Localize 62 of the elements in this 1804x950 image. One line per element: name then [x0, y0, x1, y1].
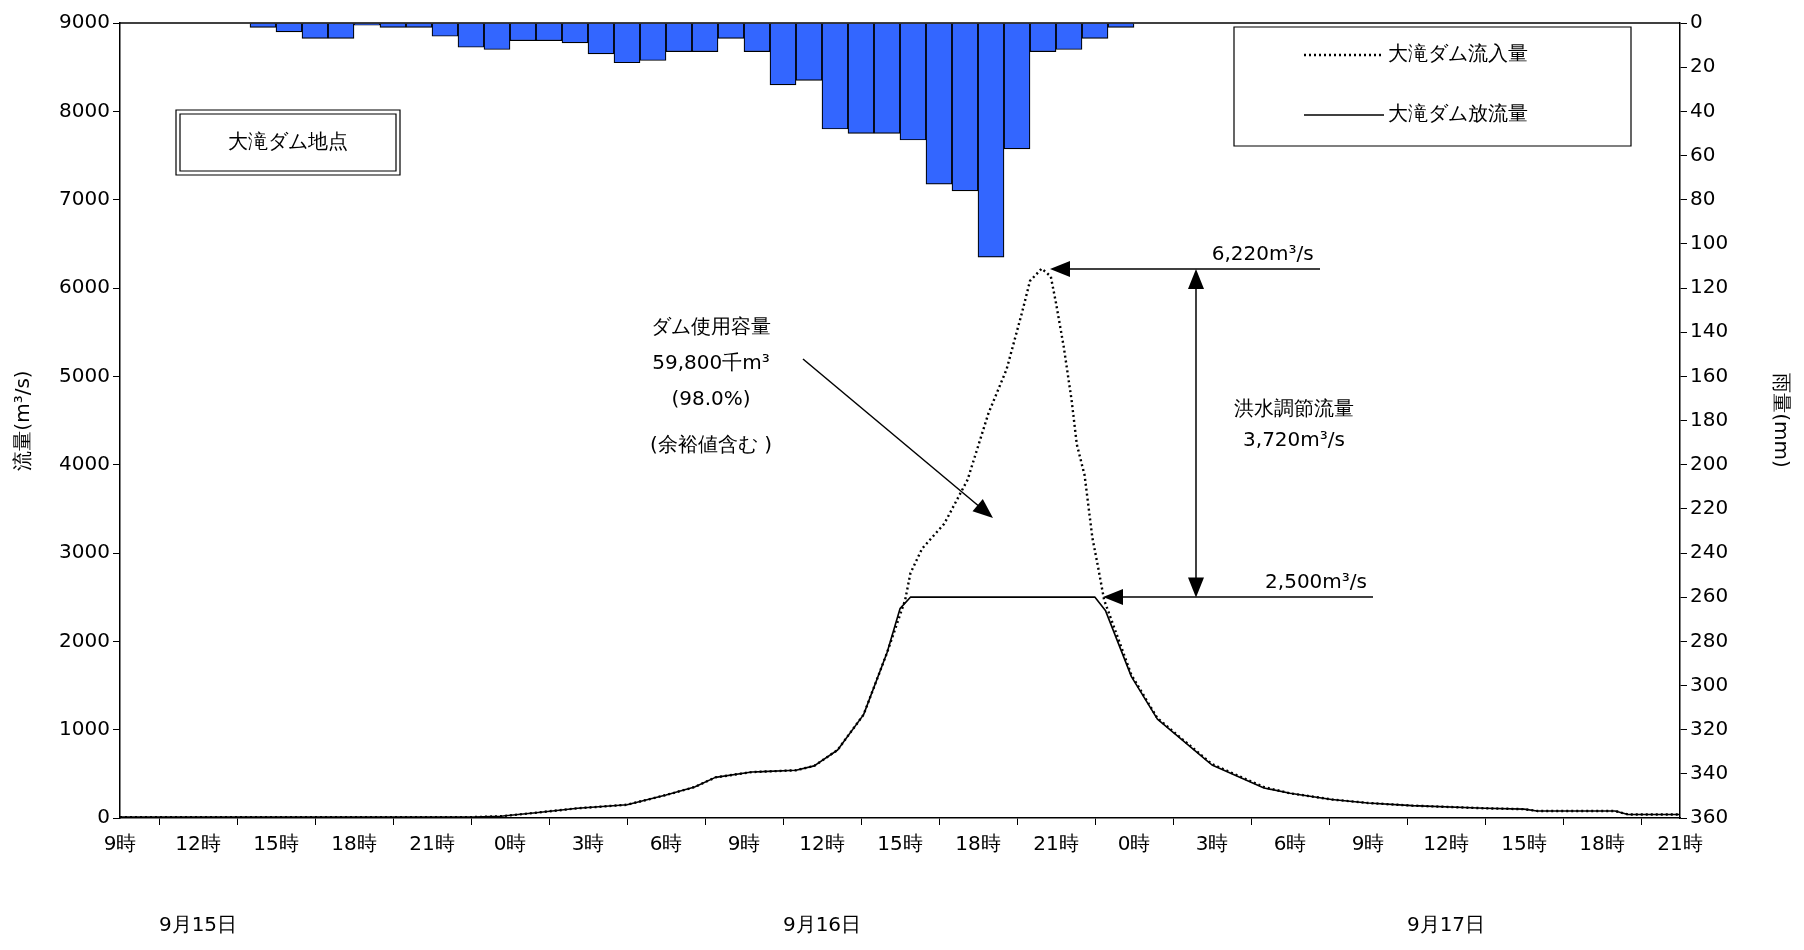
text: 9月16日 [782, 912, 862, 937]
x-tick-label: 15時 [877, 831, 923, 856]
x-tick-label: 21時 [1657, 831, 1703, 856]
x-tick-label: 15時 [1501, 831, 1547, 856]
x-tick-label: 12時 [799, 831, 845, 856]
y2-tick-label: 320 [1690, 715, 1729, 740]
y2-tick-label: 160 [1690, 362, 1729, 387]
y2-tick-label: 140 [1690, 318, 1729, 343]
annotation: 6,220m³/s [1211, 240, 1314, 265]
x-tick-label: 9時 [727, 831, 761, 856]
y-tick-label: 3000 [59, 539, 110, 564]
y2-tick-label: 180 [1690, 406, 1729, 431]
x-tick-label: 0時 [1117, 831, 1151, 856]
y2-tick-label: 80 [1690, 185, 1716, 210]
annotation: 2,500m³/s [1265, 569, 1367, 594]
y-tick-label: 6000 [59, 274, 110, 299]
text: 9月17日 [1406, 912, 1486, 937]
y-tick-label: 4000 [59, 450, 110, 475]
y-tick-label: 7000 [59, 185, 110, 210]
y2-axis-title: 雨量(mm) [1769, 373, 1794, 468]
y2-tick-label: 220 [1690, 495, 1729, 520]
legend-label: 大滝ダム流入量 [1388, 41, 1528, 66]
y2-tick-label: 340 [1690, 760, 1729, 785]
y2-tick-label: 240 [1690, 539, 1729, 564]
y-tick-label: 1000 [59, 715, 110, 740]
x-tick-label: 18時 [331, 831, 377, 856]
x-tick-label: 3時 [1195, 831, 1229, 856]
y2-tick-label: 360 [1690, 804, 1729, 829]
y-tick-label: 2000 [59, 627, 110, 652]
text: 9月15日 [158, 912, 238, 937]
annotation: ダム使用容量 59,800千m³ (98.0%) (余裕値含む ) [650, 314, 772, 457]
x-tick-label: 15時 [253, 831, 299, 856]
y2-tick-label: 200 [1690, 450, 1729, 475]
y-tick-label: 9000 [59, 9, 110, 34]
x-tick-label: 21時 [1033, 831, 1079, 856]
x-tick-label: 3時 [571, 831, 605, 856]
y2-tick-label: 300 [1690, 671, 1729, 696]
y-axis-title: 流量(m³/s) [10, 370, 35, 471]
y2-tick-label: 260 [1690, 583, 1729, 608]
y-tick-label: 0 [97, 804, 110, 829]
y2-tick-label: 40 [1690, 97, 1716, 122]
y2-tick-label: 120 [1690, 274, 1729, 299]
y2-tick-label: 280 [1690, 627, 1729, 652]
annotation: 洪水調節流量 3,720m³/s [1234, 395, 1354, 451]
y2-tick-label: 100 [1690, 230, 1729, 255]
y2-tick-label: 60 [1690, 141, 1716, 166]
x-tick-label: 9時 [1351, 831, 1385, 856]
legend-label: 大滝ダム放流量 [1388, 101, 1528, 126]
x-tick-label: 18時 [1579, 831, 1625, 856]
x-tick-label: 6時 [1273, 831, 1307, 856]
annotation: 大滝ダム地点 [228, 128, 348, 153]
x-tick-label: 12時 [175, 831, 221, 856]
y2-tick-label: 0 [1690, 9, 1703, 34]
x-tick-label: 12時 [1423, 831, 1469, 856]
x-tick-label: 18時 [955, 831, 1001, 856]
x-tick-label: 6時 [649, 831, 683, 856]
y-tick-label: 8000 [59, 97, 110, 122]
y-tick-label: 5000 [59, 362, 110, 387]
x-tick-label: 0時 [493, 831, 527, 856]
x-tick-label: 21時 [409, 831, 455, 856]
y2-tick-label: 20 [1690, 53, 1716, 78]
x-tick-label: 9時 [103, 831, 137, 856]
